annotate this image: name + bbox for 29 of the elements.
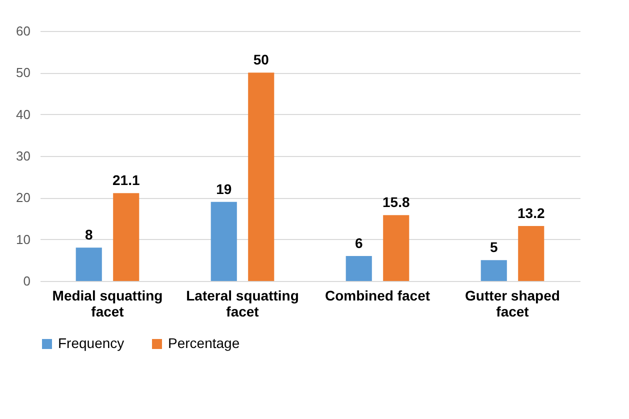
- x-tick-label: Gutter shaped facet: [465, 288, 560, 320]
- legend-label: Percentage: [168, 335, 240, 351]
- y-tick-label: 0: [23, 274, 30, 288]
- data-label: 15.8: [382, 194, 410, 210]
- bar: [518, 226, 544, 281]
- bar: [210, 202, 237, 281]
- x-tick-label: Lateral squatting facet: [186, 288, 299, 320]
- bar: [346, 256, 372, 281]
- y-tick-label: 60: [16, 24, 30, 38]
- data-label: 21.1: [112, 172, 140, 188]
- data-label: 5: [490, 239, 498, 256]
- y-tick-label: 40: [16, 106, 30, 122]
- legend-label: Frequency: [58, 335, 124, 351]
- data-label: 8: [84, 226, 93, 243]
- bar: [383, 215, 410, 281]
- y-tick-label: 30: [16, 148, 30, 164]
- data-label: 6: [354, 235, 363, 251]
- data-label: 50: [253, 52, 270, 68]
- data-label: 19: [216, 180, 232, 197]
- y-tick-label: 50: [16, 65, 30, 80]
- bar: [113, 193, 140, 281]
- bar: [248, 72, 274, 281]
- bar: [76, 248, 102, 281]
- y-tick-label: 20: [16, 190, 30, 206]
- y-tick-label: 10: [16, 232, 30, 247]
- data-label: 13.2: [517, 205, 545, 221]
- x-tick-label: Medial squatting facet: [52, 288, 163, 320]
- x-tick-label: Combined facet: [324, 288, 430, 304]
- bar: [480, 260, 507, 281]
